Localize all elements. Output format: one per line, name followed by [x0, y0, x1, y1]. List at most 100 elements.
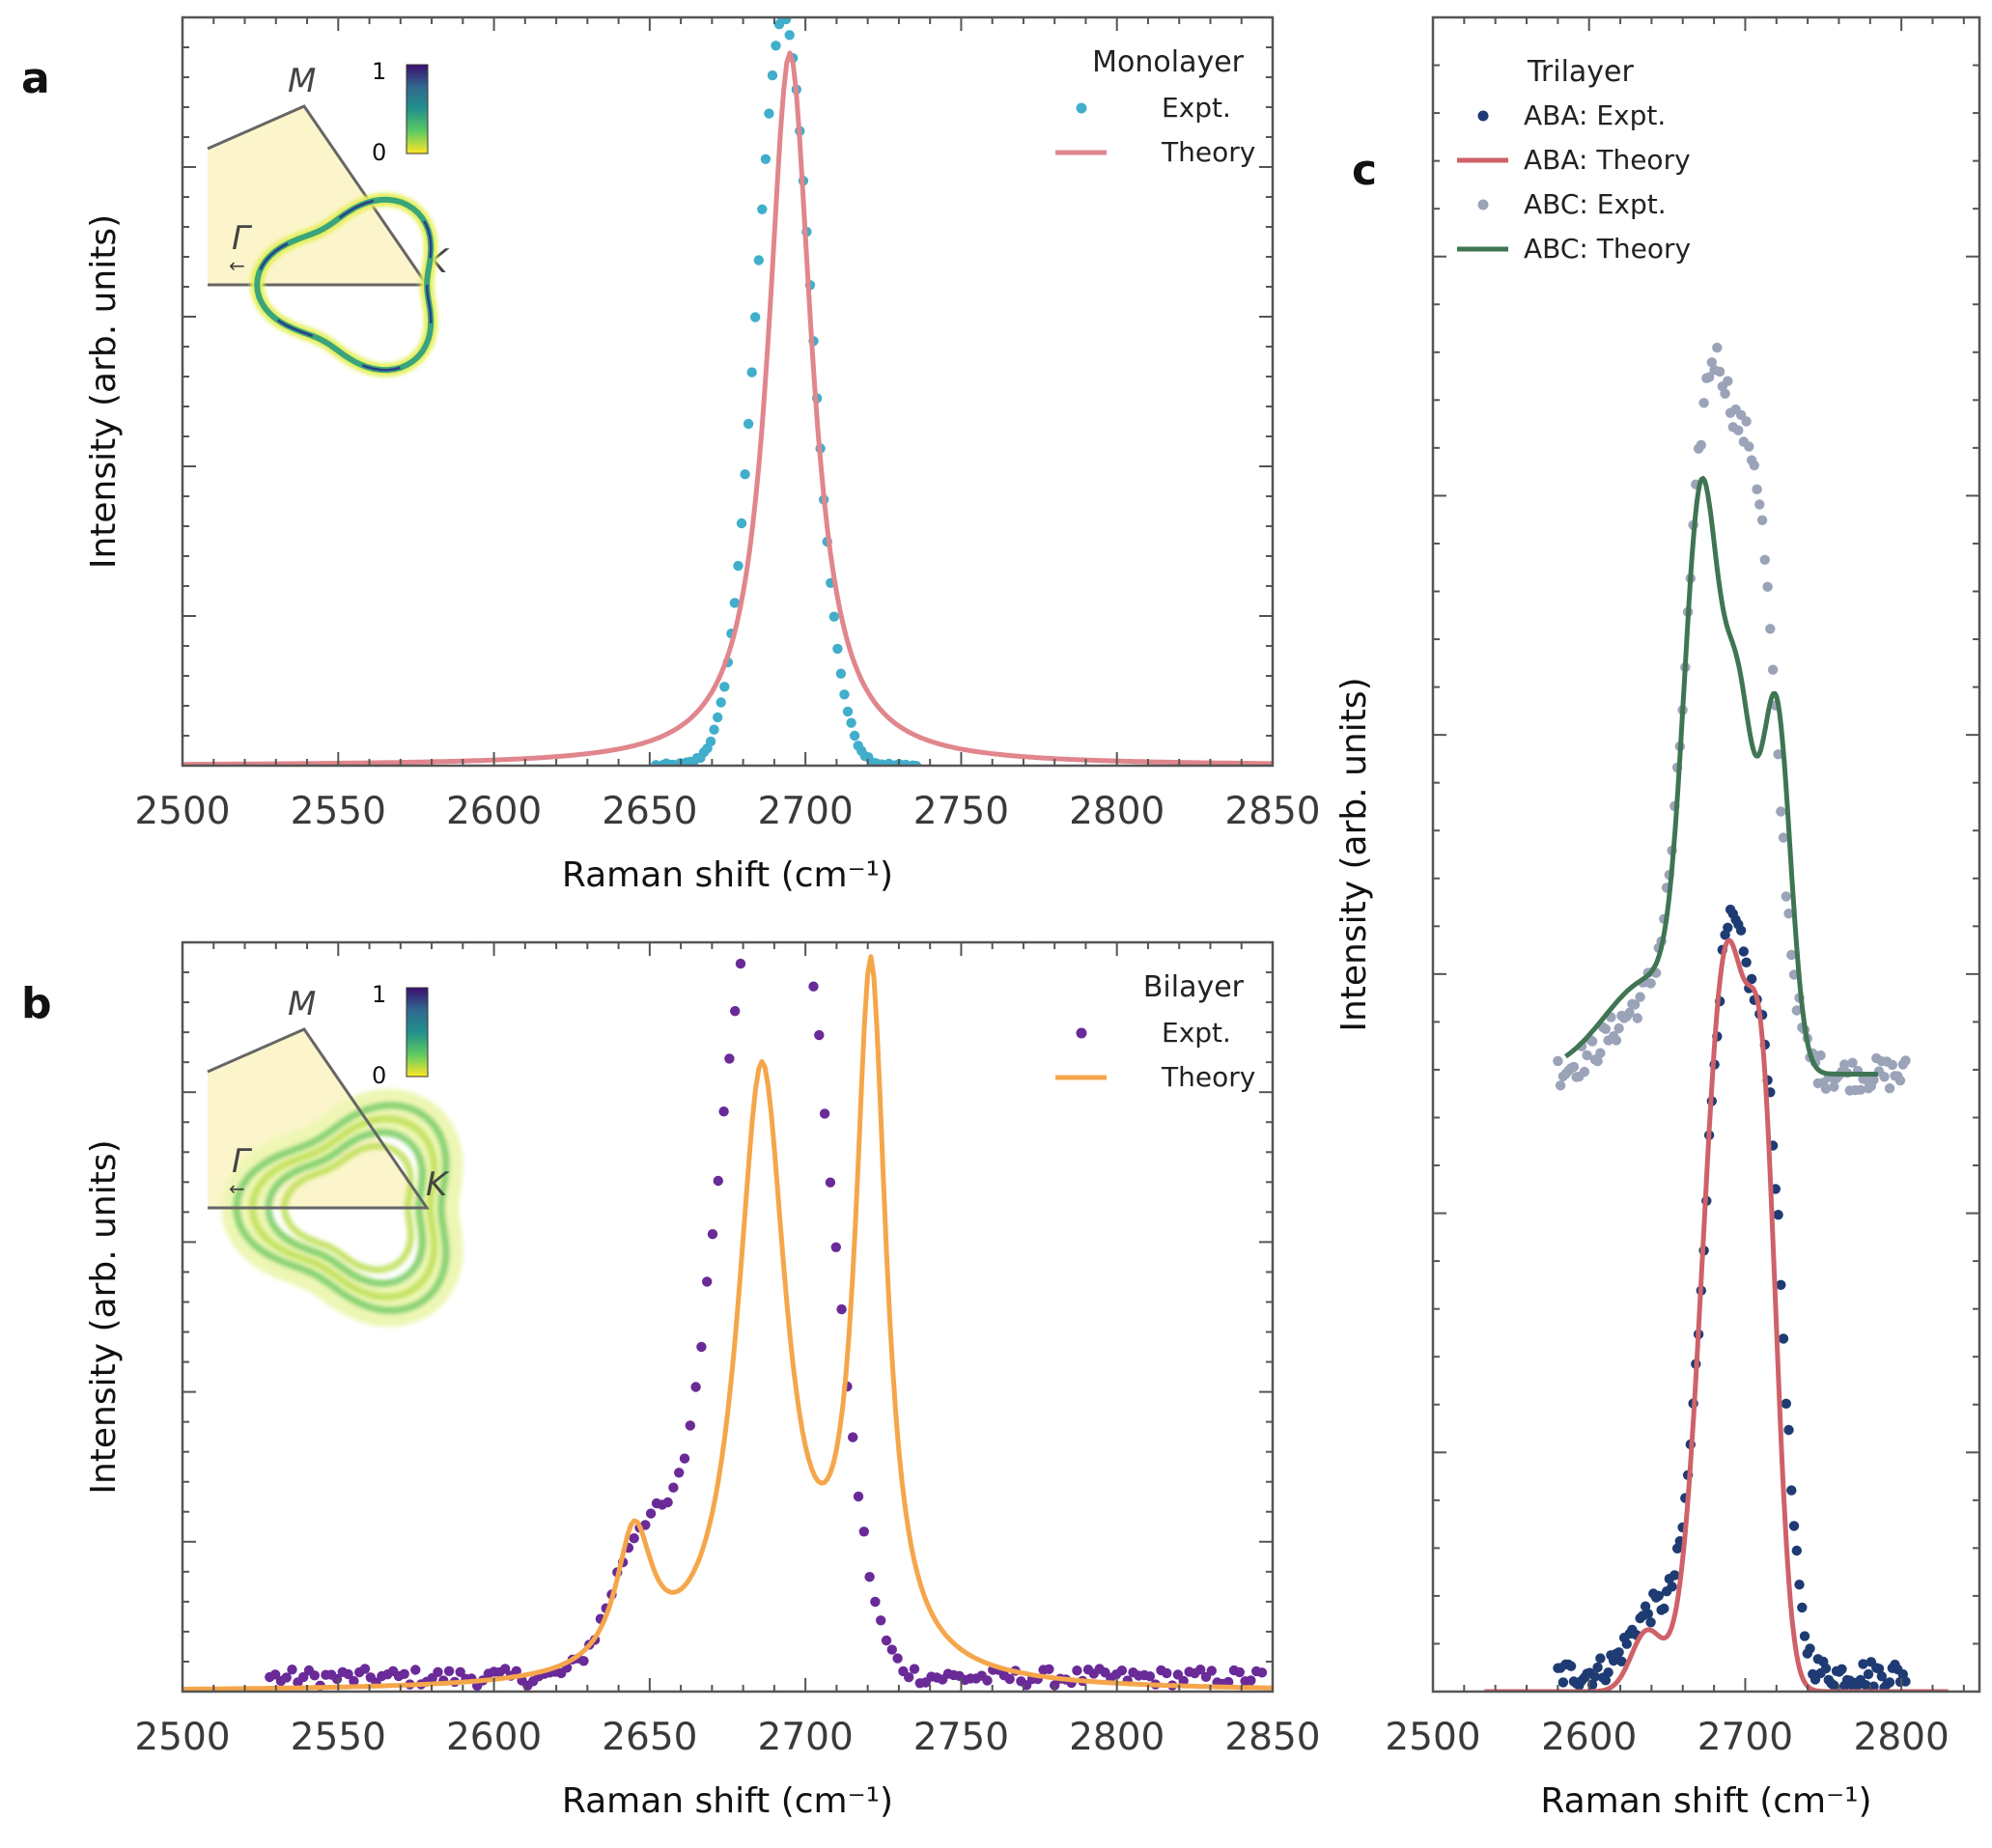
data-point: [1815, 1050, 1826, 1061]
data-point: [1611, 1035, 1622, 1046]
data-point: [1868, 1075, 1879, 1085]
data-point: [832, 643, 843, 655]
x-tick-label: 2650: [602, 790, 697, 833]
series-theory-line: [182, 954, 1273, 1692]
data-point: [1565, 1661, 1577, 1671]
data-point: [1698, 398, 1709, 408]
data-point: [399, 1668, 409, 1680]
bz-point-gamma: Γ: [232, 219, 253, 258]
data-point: [719, 682, 730, 692]
data-point: [733, 560, 743, 572]
data-point: [1733, 425, 1744, 435]
data-point: [842, 706, 854, 717]
data-point: [1072, 1666, 1082, 1676]
data-point: [1706, 357, 1718, 368]
series-abc-expt--points: [1553, 342, 1911, 1096]
data-point: [1776, 1279, 1786, 1291]
data-point: [685, 1420, 695, 1431]
panel-c: c 2500 2600 2700 2800 Raman shift (cm⁻¹) Inte…: [1334, 15, 1981, 1821]
colorbar-max-label: 1: [372, 58, 386, 85]
data-point: [1738, 946, 1750, 957]
data-point: [836, 1303, 847, 1315]
data-point: [1829, 1081, 1839, 1092]
data-point: [1773, 749, 1783, 760]
data-point: [1797, 1602, 1808, 1613]
colorbar: [406, 64, 429, 154]
x-tick-label: 2600: [446, 790, 542, 833]
panel-c-letter: c: [1352, 146, 1377, 195]
data-point: [1765, 624, 1776, 634]
data-point: [1234, 1666, 1246, 1678]
data-point: [1256, 1667, 1268, 1678]
data-point: [892, 1653, 903, 1664]
data-point: [828, 611, 839, 622]
x-tick-label: 2600: [1541, 1716, 1637, 1759]
data-point: [864, 1572, 875, 1582]
data-point: [1786, 1485, 1797, 1496]
data-point: [1629, 999, 1641, 1010]
plot-frame: [181, 15, 1275, 768]
legend-marker: [1477, 199, 1489, 210]
data-point: [1855, 1084, 1866, 1096]
series-theory-line: [182, 50, 1273, 766]
x-axis-label: Raman shift (cm⁻¹): [562, 855, 893, 895]
data-point: [1557, 1677, 1569, 1688]
bz-point-m: M: [288, 985, 316, 1023]
data-point: [849, 730, 860, 742]
legend-label: ABA: Theory: [1524, 144, 1691, 176]
data-point: [1783, 909, 1794, 919]
data-point: [1759, 554, 1771, 565]
data-point: [696, 1341, 707, 1353]
data-point: [1900, 1055, 1911, 1066]
data-point: [1613, 1022, 1624, 1034]
data-point: [742, 918, 751, 928]
data-point: [1894, 1076, 1906, 1086]
data-point: [846, 717, 856, 728]
data-point: [1555, 1080, 1566, 1091]
data-point: [1595, 1048, 1606, 1058]
data-point: [629, 1533, 639, 1544]
legend-label: Theory: [1161, 1061, 1255, 1093]
data-point: [767, 70, 778, 81]
data-point: [1600, 1023, 1612, 1035]
data-point: [662, 1497, 673, 1508]
data-point: [343, 1668, 353, 1680]
legend-label: Expt.: [1162, 92, 1231, 124]
legend-title: Bilayer: [1143, 970, 1245, 1004]
x-tick-label: 2750: [913, 790, 1009, 833]
data-point: [904, 1672, 914, 1683]
data-point: [1613, 1647, 1624, 1658]
data-point: [715, 697, 726, 708]
data-point: [746, 367, 757, 378]
colorbar-min-label: 0: [372, 1062, 386, 1089]
data-point: [1568, 1061, 1580, 1073]
data-point: [757, 204, 768, 214]
data-point: [1839, 1059, 1850, 1070]
data-point: [1829, 1680, 1839, 1691]
data-point: [1776, 806, 1786, 817]
data-point: [1116, 1666, 1128, 1676]
data-point: [1645, 978, 1656, 989]
data-point: [814, 1029, 825, 1041]
series-abc-theory-line: [1564, 476, 1879, 1077]
data-point: [298, 1671, 309, 1683]
data-point: [825, 1177, 836, 1188]
data-point: [881, 1635, 892, 1646]
data-point: [839, 689, 850, 700]
data-point: [1162, 1667, 1172, 1679]
data-point: [1805, 1643, 1815, 1654]
data-point: [1592, 1055, 1603, 1067]
data-point: [853, 1491, 864, 1502]
panel-a-brillouin-inset: M K Γ ← 1 0: [207, 58, 450, 378]
series-group: [182, 918, 1273, 1692]
data-point: [1586, 1036, 1598, 1047]
data-point: [1837, 1664, 1847, 1675]
data-point: [736, 518, 747, 529]
legend: Monolayer Expt. Theory: [1055, 45, 1255, 168]
data-point: [705, 736, 716, 747]
data-point: [281, 1672, 292, 1683]
brillouin-zone-outline: [207, 104, 430, 287]
panel-a: a 2500 2550 2600 2650 2700 2750 2800 2850 Raman …: [21, 15, 1321, 895]
series-aba-expt--points: [1553, 904, 1911, 1692]
data-point: [674, 1468, 685, 1478]
